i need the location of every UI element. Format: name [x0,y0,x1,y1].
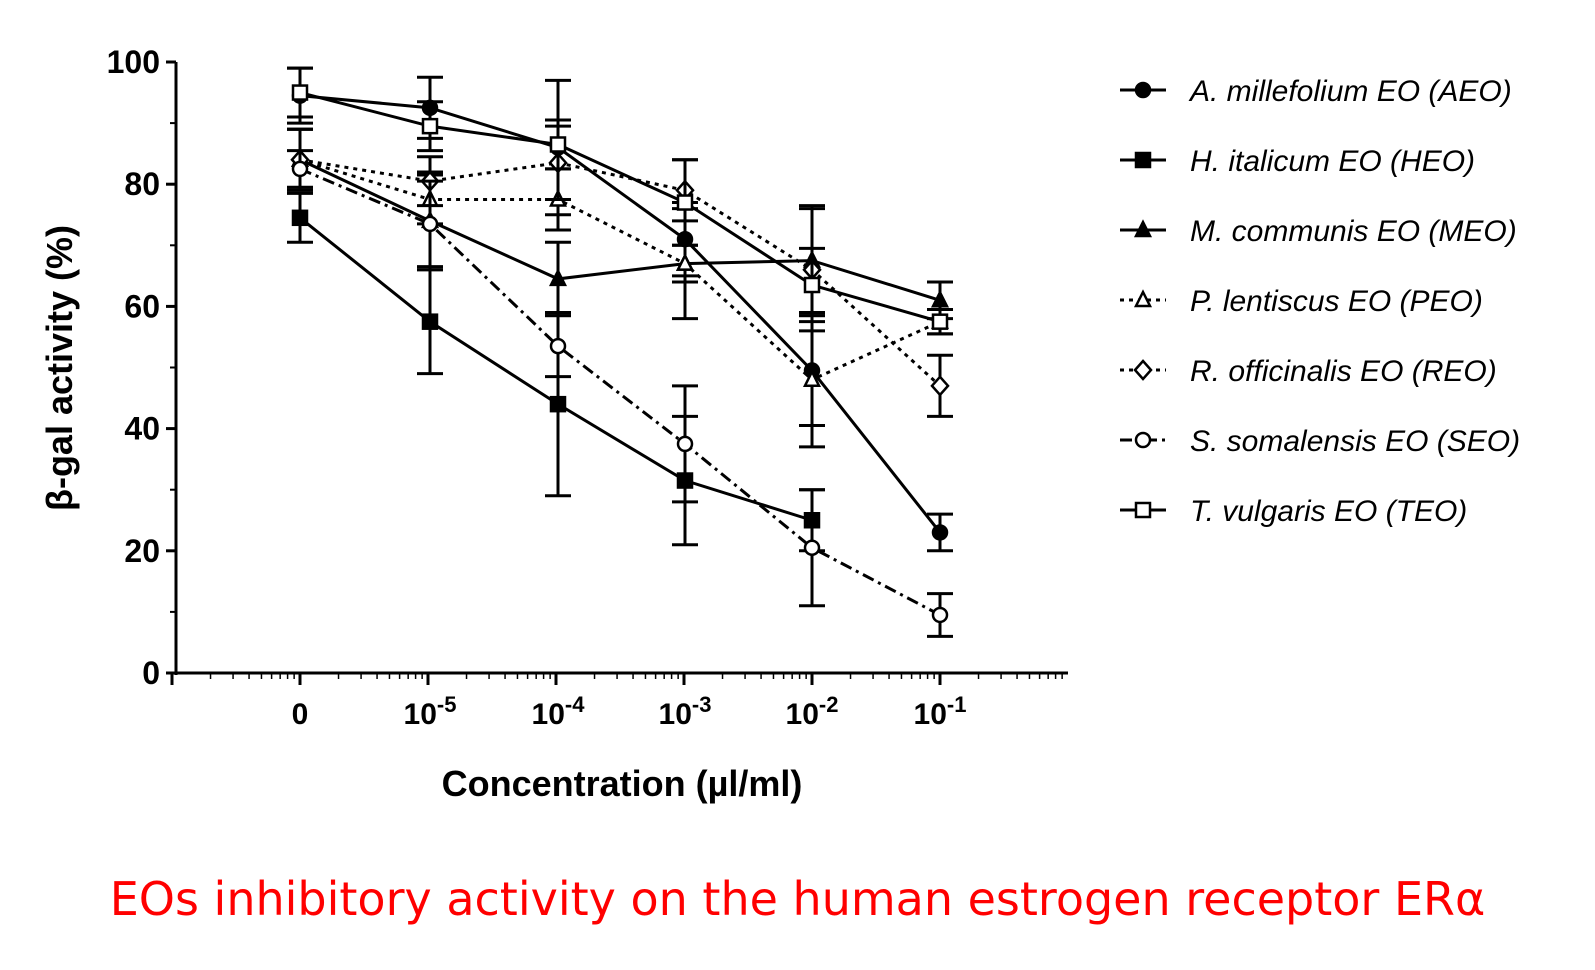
legend-label: M. communis EO (MEO) [1190,215,1517,248]
legend-label: P. lentiscus EO (PEO) [1190,285,1483,318]
series-line [299,167,941,617]
series-5 [287,149,953,638]
y-tick-label: 100 [107,44,160,80]
series-line [299,158,941,302]
legend-item: A. millefolium EO (AEO) [1120,75,1512,108]
legend-marker [1134,501,1152,519]
data-point [676,435,694,453]
x-axis-label: Concentration (µl/ml) [442,763,803,804]
x-tick-label: 0 [292,698,309,731]
data-point [930,289,950,308]
data-point [421,215,439,233]
legend-item: H. italicum EO (HEO) [1120,145,1475,178]
x-tick-label: 10-3 [659,692,712,731]
legend-marker [1133,219,1153,238]
data-point [931,524,949,541]
x-tick-label: 10-4 [532,692,586,731]
data-point [421,117,439,135]
series-1 [287,191,825,553]
y-tick-label: 40 [124,411,160,447]
data-point [802,368,822,387]
data-point [675,252,695,271]
data-point [291,84,309,101]
legend-label: S. somalensis EO (SEO) [1190,425,1520,458]
series-0 [287,66,953,553]
series-line [299,158,941,382]
data-point [931,606,949,624]
chart: 0 20 40 60 80 100 0 10-5 10-4 10-3 10-2 10-1 Concent… [39,44,1520,804]
data-point [930,374,950,397]
legend-marker [1133,289,1153,308]
y-tick-label: 60 [124,288,160,324]
data-point [549,395,567,413]
data-point [803,276,821,294]
legend-item: S. somalensis EO (SEO) [1120,425,1520,458]
data-point [291,160,309,178]
legend-marker [1133,359,1153,381]
data-point [549,337,567,355]
y-tick-label: 80 [124,166,160,202]
data-point [676,194,694,211]
legend-label: A. millefolium EO (AEO) [1188,75,1512,108]
data-point [803,539,821,556]
legend-label: R. officinalis EO (REO) [1190,355,1497,388]
x-tick-label: 10-2 [786,692,839,731]
series-2 [287,127,953,321]
series-line [299,94,942,534]
legend-marker [1134,81,1152,99]
figure-caption: EOs inhibitory activity on the human est… [109,872,1486,926]
legend-item: T. vulgaris EO (TEO) [1120,495,1467,528]
legend-marker [1134,151,1152,169]
series-line [299,91,941,324]
y-axis-label: β-gal activity (%) [39,225,80,511]
x-tick-label: 10-1 [914,692,967,731]
x-tick-label: 10-5 [404,692,457,731]
y-tick-label: 0 [142,655,160,691]
legend-item: M. communis EO (MEO) [1120,215,1517,248]
legend-label: H. italicum EO (HEO) [1190,145,1475,178]
series-line [299,158,942,387]
legend-item: P. lentiscus EO (PEO) [1120,285,1483,318]
data-point [931,313,949,330]
legend-label: T. vulgaris EO (TEO) [1190,495,1467,528]
data-point [421,313,439,330]
data-point [291,209,309,227]
legend-marker [1134,431,1152,449]
y-tick-label: 20 [124,533,160,569]
series-6 [287,66,953,336]
data-point [549,136,567,153]
legend-item: R. officinalis EO (REO) [1120,355,1497,388]
data-point [548,268,568,287]
